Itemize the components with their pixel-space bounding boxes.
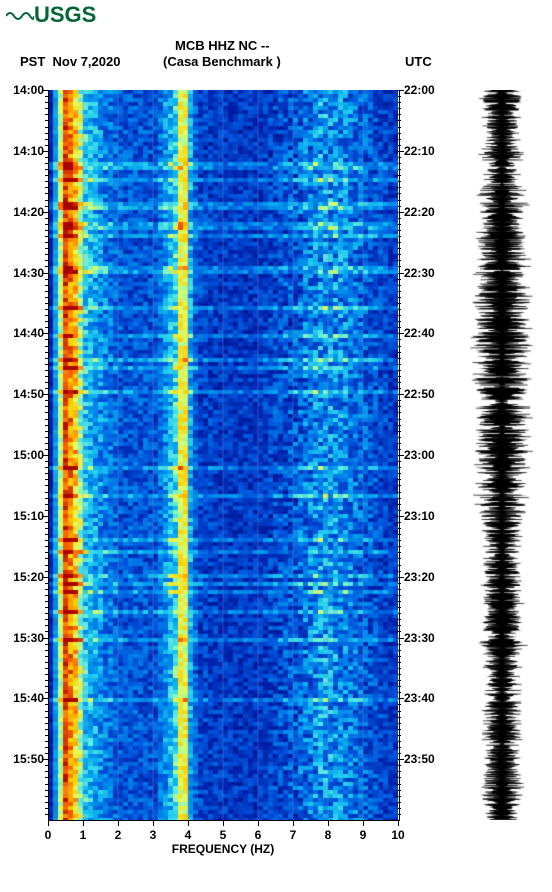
x-tick: 0	[45, 828, 52, 842]
x-tick: 10	[391, 828, 404, 842]
y-tick-pst: 14:40	[13, 326, 44, 340]
y-tick-pst: 14:50	[13, 387, 44, 401]
x-tick: 4	[185, 828, 192, 842]
station-id: MCB HHZ NC --	[175, 38, 270, 53]
y-tick-pst: 14:20	[13, 205, 44, 219]
x-axis-label: FREQUENCY (HZ)	[172, 842, 274, 856]
utc-label: UTC	[405, 54, 432, 69]
y-tick-pst: 15:20	[13, 570, 44, 584]
y-tick-utc: 23:00	[404, 448, 435, 462]
y-axis-pst: 14:0014:1014:2014:3014:4014:5015:0015:10…	[0, 90, 48, 820]
y-tick-utc: 23:20	[404, 570, 435, 584]
y-axis-utc: 22:0022:1022:2022:3022:4022:5023:0023:10…	[398, 90, 458, 820]
y-tick-utc: 22:40	[404, 326, 435, 340]
y-tick-pst: 15:10	[13, 509, 44, 523]
waveform-plot	[460, 90, 544, 820]
logo-text: USGS	[34, 2, 96, 27]
y-tick-utc: 22:20	[404, 205, 435, 219]
y-tick-utc: 22:00	[404, 83, 435, 97]
y-tick-utc: 23:40	[404, 691, 435, 705]
y-tick-utc: 22:10	[404, 144, 435, 158]
y-tick-utc: 23:10	[404, 509, 435, 523]
x-tick: 5	[220, 828, 227, 842]
y-tick-pst: 14:10	[13, 144, 44, 158]
x-tick: 6	[255, 828, 262, 842]
location-name: (Casa Benchmark )	[163, 54, 281, 69]
y-tick-utc: 23:30	[404, 631, 435, 645]
y-tick-pst: 15:40	[13, 691, 44, 705]
x-tick: 9	[360, 828, 367, 842]
spectrogram-plot	[48, 90, 398, 820]
pst-date: PST Nov 7,2020	[20, 54, 120, 69]
y-tick-pst: 15:00	[13, 448, 44, 462]
x-axis-frequency: FREQUENCY (HZ) 012345678910	[48, 820, 398, 860]
x-tick: 3	[150, 828, 157, 842]
usgs-logo: USGS	[6, 2, 96, 28]
y-tick-pst: 14:00	[13, 83, 44, 97]
y-tick-utc: 22:50	[404, 387, 435, 401]
x-tick: 7	[290, 828, 297, 842]
y-tick-pst: 14:30	[13, 266, 44, 280]
x-tick: 2	[115, 828, 122, 842]
y-tick-pst: 15:50	[13, 752, 44, 766]
x-tick: 1	[80, 828, 87, 842]
y-tick-utc: 23:50	[404, 752, 435, 766]
y-tick-pst: 15:30	[13, 631, 44, 645]
y-tick-utc: 22:30	[404, 266, 435, 280]
x-tick: 8	[325, 828, 332, 842]
